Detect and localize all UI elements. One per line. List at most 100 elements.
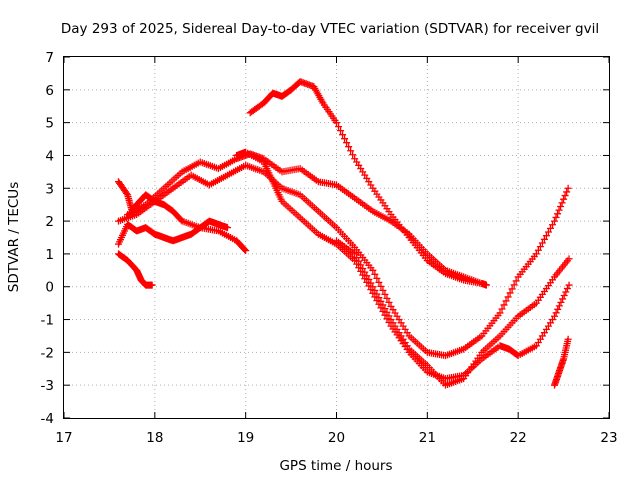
data-point — [357, 261, 365, 269]
data-point — [508, 285, 516, 293]
series-sat-h — [333, 237, 573, 389]
series-sat-b — [115, 217, 231, 248]
data-point — [548, 221, 556, 229]
data-point — [555, 302, 563, 310]
data-point — [335, 123, 343, 131]
x-tick-label: 21 — [419, 430, 436, 446]
y-tick-label: 2 — [45, 214, 54, 230]
data-point — [482, 281, 490, 289]
data-point — [564, 335, 572, 343]
y-tick-label: 6 — [45, 83, 54, 99]
data-point — [371, 270, 379, 278]
series-sat-a — [115, 178, 250, 255]
data-point — [563, 188, 571, 196]
x-tick-label: 19 — [237, 430, 254, 446]
x-tick-label: 17 — [55, 430, 72, 446]
data-point — [563, 285, 571, 293]
data-point — [558, 199, 566, 207]
data-point — [552, 309, 560, 317]
data-point — [496, 309, 504, 317]
y-tick-label: -3 — [41, 378, 54, 394]
x-tick-label: 20 — [328, 430, 345, 446]
series-sat-f — [233, 148, 573, 383]
data-point — [365, 275, 373, 283]
data-point — [502, 297, 510, 305]
data-point — [512, 277, 520, 285]
data-point — [555, 206, 563, 214]
y-tick-label: 4 — [45, 148, 54, 164]
data-point — [557, 203, 565, 211]
data-point — [337, 127, 345, 135]
data-point — [363, 272, 371, 280]
x-tick-label: 22 — [510, 430, 527, 446]
data-point — [562, 288, 570, 296]
y-tick-label: 7 — [45, 50, 54, 66]
data-point — [510, 281, 518, 289]
data-point — [341, 135, 349, 143]
data-point — [339, 131, 347, 139]
data-point — [538, 239, 546, 247]
data-point — [500, 301, 508, 309]
y-tick-label: -4 — [41, 411, 54, 427]
data-point — [379, 301, 387, 309]
data-point — [369, 283, 377, 291]
series-sat-g — [246, 78, 486, 287]
data-point — [345, 143, 353, 151]
data-point — [361, 268, 369, 276]
data-point — [534, 246, 542, 254]
data-point — [559, 295, 567, 303]
data-point — [551, 312, 558, 320]
chart-title: Day 293 of 2025, Sidereal Day-to-day VTE… — [61, 21, 599, 37]
data-point — [369, 266, 377, 274]
data-point — [385, 298, 393, 306]
data-point — [242, 247, 250, 255]
data-point — [373, 274, 381, 282]
data-point — [546, 224, 554, 232]
data-point — [148, 281, 156, 289]
data-point — [359, 264, 367, 272]
series-sat-c — [115, 250, 156, 289]
data-point — [371, 286, 379, 294]
data-point — [498, 305, 506, 313]
data-point — [560, 291, 568, 299]
x-axis-label: GPS time / hours — [279, 458, 392, 474]
data-point — [554, 210, 562, 218]
y-tick-label: -1 — [41, 313, 54, 329]
data-point — [383, 308, 391, 316]
data-point — [333, 119, 340, 127]
data-point — [377, 282, 385, 290]
y-tick-label: 0 — [45, 280, 54, 296]
data-point — [532, 250, 540, 258]
data-point — [349, 151, 357, 159]
data-point — [241, 246, 249, 254]
data-layer — [115, 78, 573, 389]
data-point — [478, 279, 486, 287]
y-tick-labels: -4 -3 -2 -1 0 1 2 3 4 5 6 7 — [41, 50, 54, 427]
y-axis-label: SDTVAR / TECUs — [6, 182, 22, 292]
data-point — [551, 217, 558, 225]
data-point — [506, 289, 514, 297]
data-point — [385, 312, 393, 320]
series-sat-d — [115, 161, 572, 360]
x-tick-labels: 17 18 19 20 21 22 23 — [55, 430, 617, 446]
data-point — [379, 286, 387, 294]
data-point — [544, 228, 552, 236]
series-sat-i — [551, 335, 572, 389]
data-point — [351, 250, 359, 258]
data-point — [381, 305, 389, 313]
data-point — [504, 293, 512, 301]
y-tick-label: 5 — [45, 116, 54, 132]
data-point — [353, 254, 361, 262]
data-point — [375, 278, 383, 286]
data-point — [554, 305, 562, 313]
y-tick-label: -2 — [41, 345, 54, 361]
data-point — [373, 290, 381, 298]
plot-frame — [63, 56, 610, 419]
data-point — [347, 147, 355, 155]
data-point — [540, 235, 548, 243]
data-point — [123, 189, 131, 197]
data-point — [536, 243, 544, 251]
